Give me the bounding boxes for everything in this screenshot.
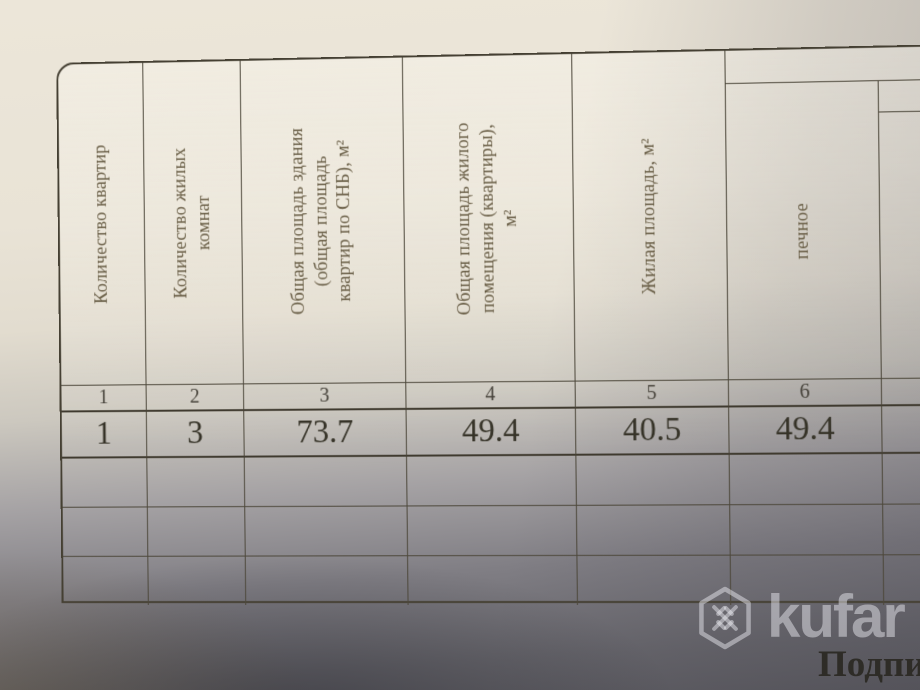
header-cell-building-total-area: Общая площадь здания (общая площадь квар… xyxy=(240,57,407,385)
value-living-area: 40.5 xyxy=(575,407,730,456)
value-building-total-area: 73.7 xyxy=(244,409,408,458)
header-sub-band xyxy=(878,78,920,113)
header-label: Общая площадь здания (общая площадь квар… xyxy=(287,127,356,315)
header-label: Жилая площадь, м² xyxy=(638,137,660,295)
empty-cell xyxy=(244,456,408,508)
empty-cell xyxy=(576,505,731,556)
value-apartment-count: 1 xyxy=(61,411,148,459)
column-number: 5 xyxy=(575,380,730,409)
column-number: 2 xyxy=(146,384,245,412)
signature-label: Подпис xyxy=(818,644,920,685)
empty-cell xyxy=(63,556,149,606)
column-number: 1 xyxy=(61,385,147,413)
header-cell-dwelling-total-area: Общая площадь жилого помещения (квартиры… xyxy=(402,54,576,384)
header-cell-heating-stove: печное xyxy=(725,81,882,381)
column-number: 6 xyxy=(728,378,883,408)
header-cell-living-area: Жилая площадь, м² xyxy=(572,50,729,382)
empty-cell xyxy=(729,453,884,506)
column-number xyxy=(881,377,920,407)
empty-cell xyxy=(882,453,920,505)
empty-cell xyxy=(148,556,247,606)
value-heating: 49.4 xyxy=(729,406,883,455)
apartment-area-table: Количество квартир Количество жилых комн… xyxy=(56,42,920,606)
header-cell-apartment-count: Количество квартир xyxy=(58,62,147,386)
value-dwelling-total-area: 49.4 xyxy=(406,408,577,457)
value-cutoff xyxy=(882,405,920,454)
header-label: Количество жилых комнат xyxy=(170,147,214,299)
column-number: 3 xyxy=(243,383,407,412)
header-label: Количество квартир xyxy=(90,144,112,304)
empty-cell xyxy=(147,457,246,508)
empty-cell xyxy=(407,455,577,507)
header-cell-cutoff xyxy=(878,78,920,379)
empty-cell xyxy=(245,506,409,557)
header-label: печное xyxy=(791,202,813,259)
empty-cell xyxy=(62,458,148,508)
empty-cell xyxy=(730,504,884,556)
empty-cell xyxy=(884,555,920,605)
empty-cell xyxy=(245,556,409,606)
empty-cell xyxy=(730,555,885,606)
header-span-band xyxy=(725,44,920,85)
empty-cell xyxy=(883,504,920,556)
empty-cell xyxy=(408,555,578,606)
empty-cell xyxy=(577,555,732,606)
empty-cell xyxy=(62,507,149,557)
empty-cell xyxy=(576,454,731,506)
column-number: 4 xyxy=(406,381,576,410)
empty-cell xyxy=(407,505,578,557)
header-label: Общая площадь жилого помещения (квартиры… xyxy=(453,122,522,316)
empty-cell xyxy=(147,507,246,557)
value-room-count: 3 xyxy=(146,411,245,459)
header-cell-room-count: Количество жилых комнат xyxy=(143,60,244,386)
